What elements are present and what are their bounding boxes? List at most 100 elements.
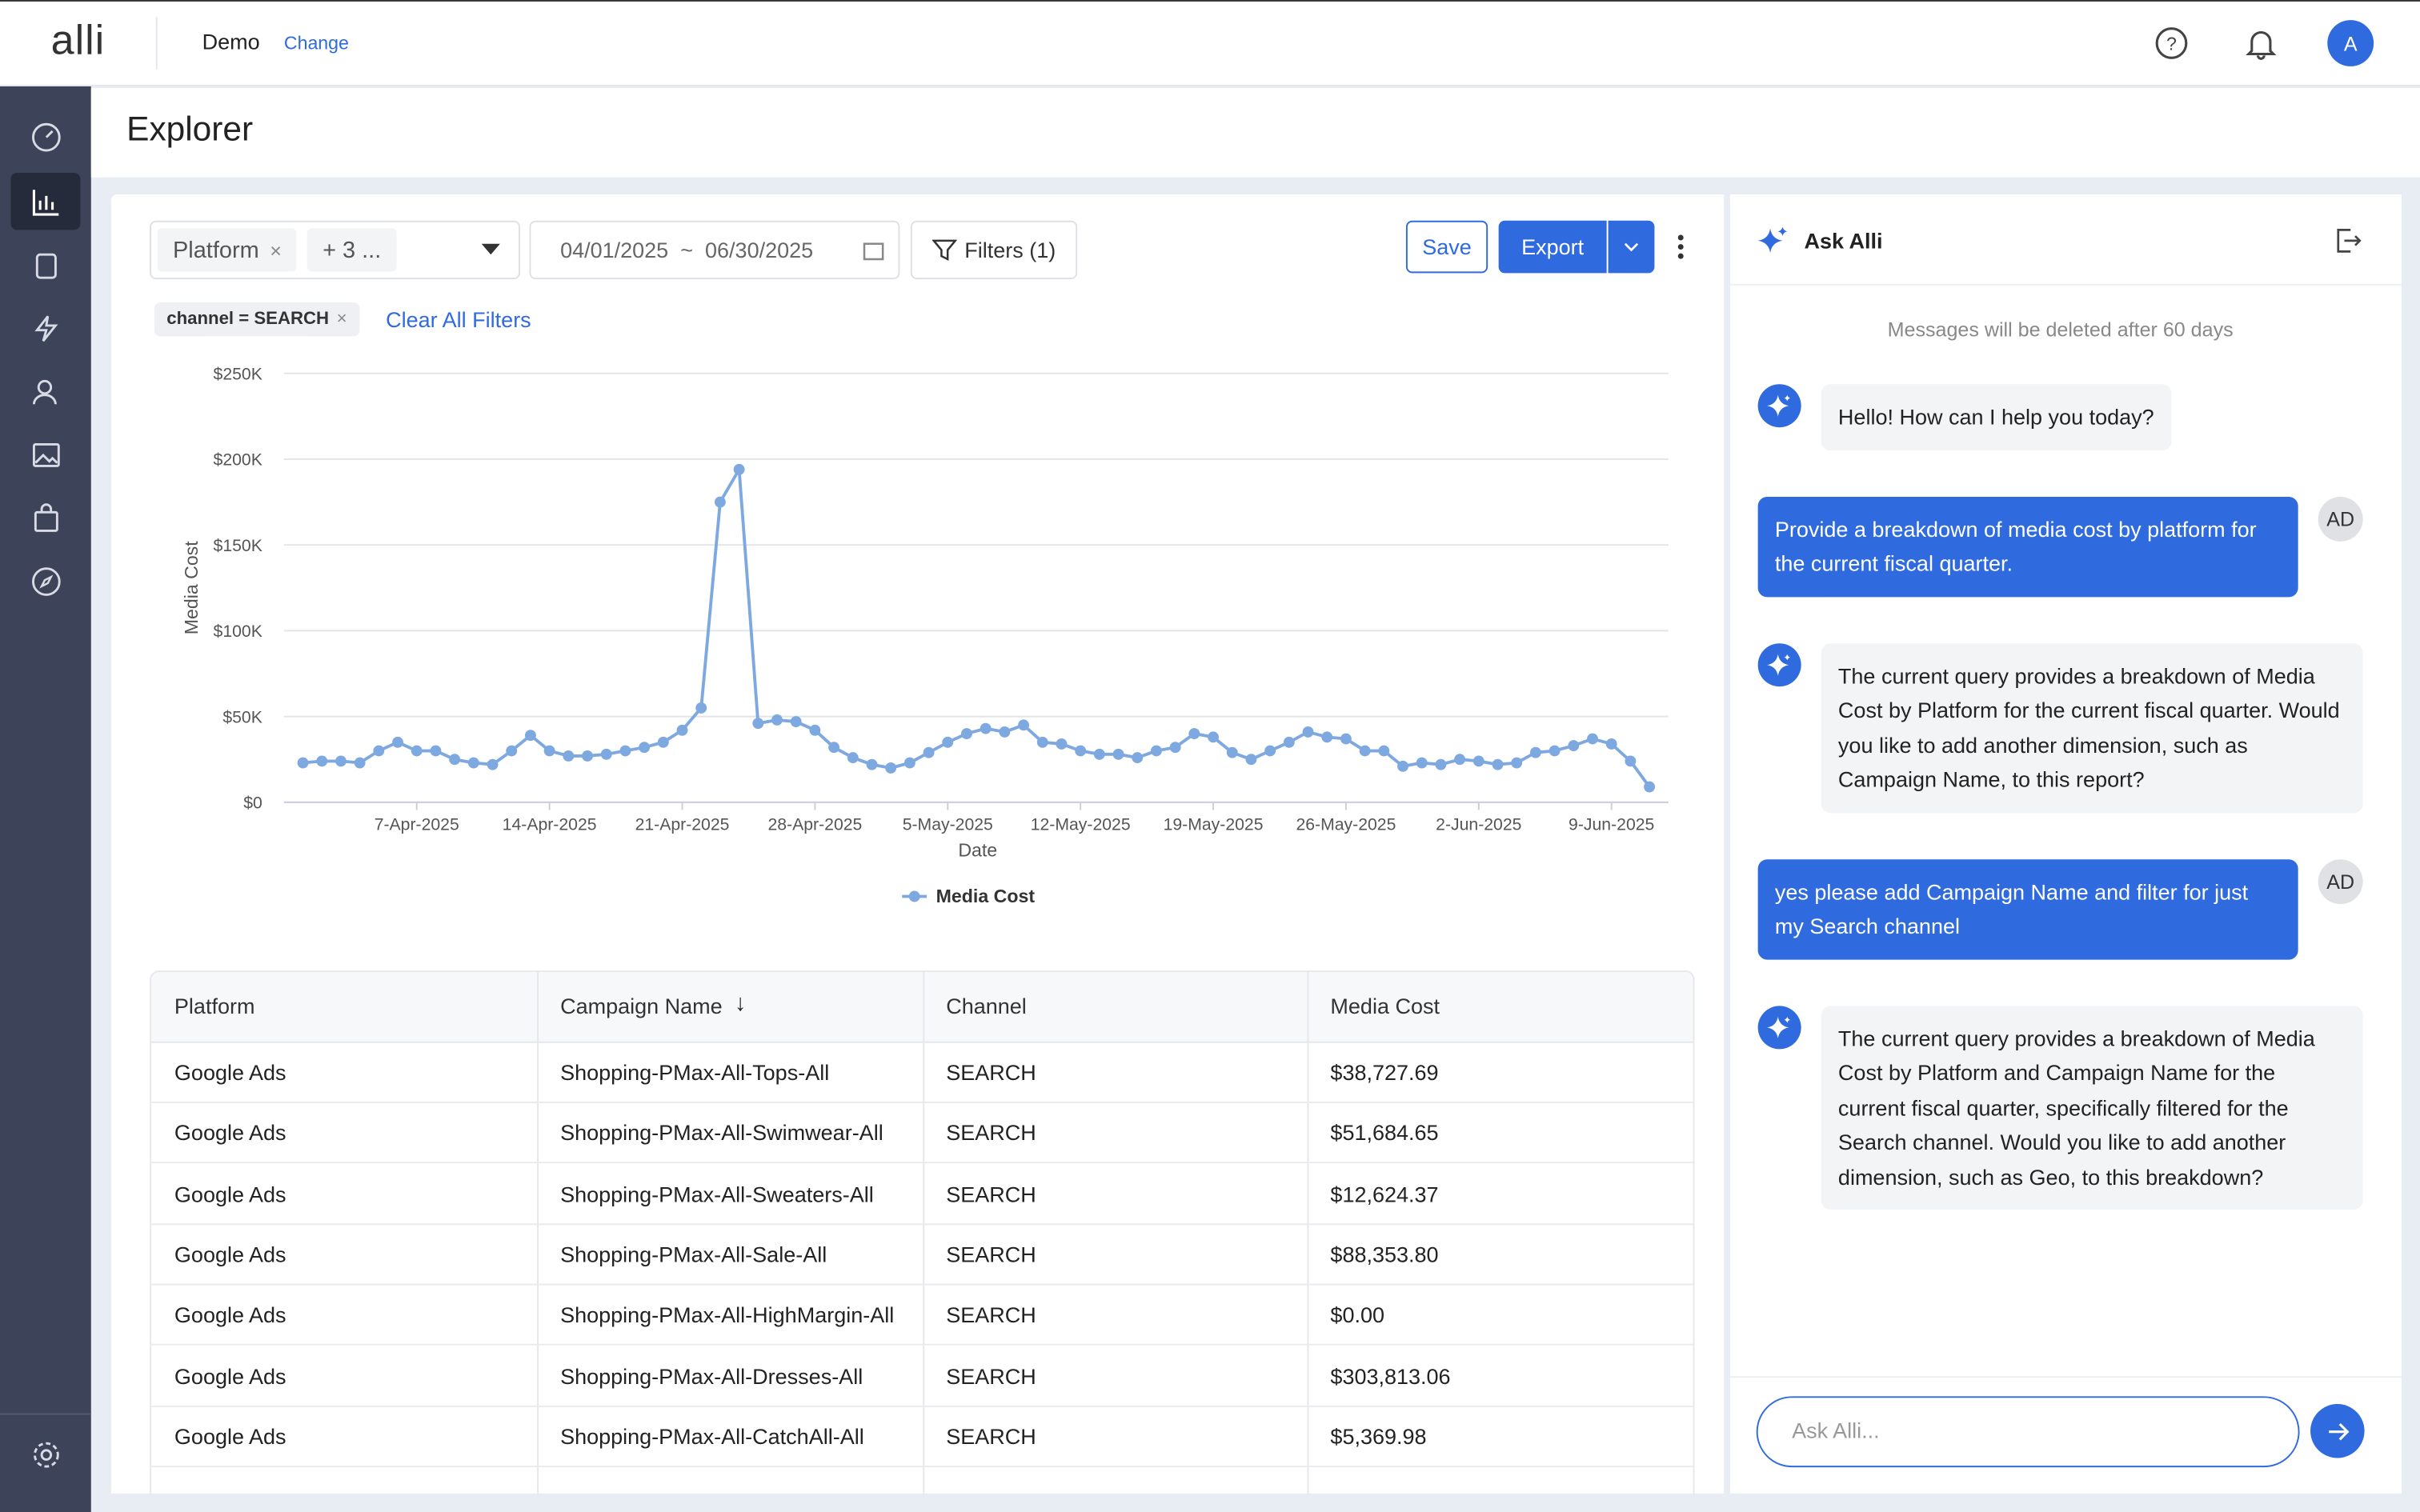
filters-button[interactable]: Filters (1)	[910, 220, 1078, 280]
help-icon[interactable]: ?	[2154, 26, 2188, 60]
clear-filters-link[interactable]: Clear All Filters	[386, 306, 531, 332]
divider	[1729, 1376, 2402, 1378]
more-menu[interactable]	[1674, 233, 1686, 261]
dimension-chip: Platform ×	[157, 228, 298, 272]
chat-notice: Messages will be deleted after 60 days	[1887, 318, 2234, 342]
table-cell: Google Ads	[174, 1181, 286, 1206]
table-cell: Google Ads	[174, 1302, 286, 1327]
assistant-message: The current query provides a breakdown o…	[1821, 642, 2363, 813]
table-cell: Google Ads	[174, 1120, 286, 1146]
user-message: Provide a breakdown of media cost by pla…	[1757, 496, 2298, 597]
row-divider	[150, 1465, 1693, 1467]
table-cell: SEARCH	[946, 1362, 1036, 1388]
nav-shopping[interactable]	[10, 489, 80, 546]
column-header[interactable]: Platform	[174, 993, 255, 1018]
assistant-message: The current query provides a breakdown o…	[1821, 1005, 2363, 1210]
table-cell: SEARCH	[946, 1120, 1036, 1146]
logo[interactable]: alli	[50, 17, 106, 64]
send-button[interactable]	[2310, 1403, 2365, 1458]
chat-title: Ask Alli	[1804, 228, 1883, 254]
row-divider	[150, 1283, 1693, 1286]
column-header[interactable]: Channel	[946, 993, 1027, 1018]
dimension-select[interactable]: Platform × + 3 ...	[150, 220, 520, 280]
table-cell: Shopping-PMax-All-Dresses-All	[560, 1362, 863, 1388]
table-cell: $5,369.98	[1330, 1423, 1427, 1449]
export-button[interactable]: Export	[1498, 220, 1607, 274]
message-row: yes please add Campaign Name and filter …	[1757, 858, 2363, 959]
nav-explorer[interactable]	[10, 172, 81, 230]
table-header: Platform Campaign Name ↓ Channel Media Cost	[150, 971, 1693, 1043]
page-title: Explorer	[126, 109, 254, 149]
filter-chip-label: channel = SEARCH	[166, 310, 330, 329]
remove-icon[interactable]: ×	[270, 238, 282, 262]
nav-audiences[interactable]	[10, 362, 80, 419]
divider	[155, 17, 158, 70]
table-cell: Shopping-PMax-All-Sale-All	[560, 1242, 827, 1267]
table-cell: $12,624.37	[1330, 1181, 1439, 1206]
table-cell: Shopping-PMax-All-CatchAll-All	[560, 1423, 864, 1449]
date-range[interactable]: 04/01/2025 ~ 06/30/2025	[529, 220, 900, 280]
bell-icon[interactable]	[2246, 26, 2277, 60]
row-divider	[150, 1344, 1693, 1346]
user-avatar[interactable]: A	[2327, 20, 2374, 66]
table-cell: SEARCH	[946, 1423, 1036, 1449]
message-row: Hello! How can I help you today?	[1757, 384, 2363, 450]
column-divider	[1307, 971, 1309, 1495]
sparkle-icon	[1757, 226, 1788, 254]
table-cell: Google Ads	[174, 1059, 286, 1085]
calendar-icon	[863, 242, 884, 261]
column-header[interactable]: Campaign Name	[560, 993, 723, 1018]
data-table: Platform Campaign Name ↓ Channel Media Cost G…	[150, 970, 1695, 1495]
nav-settings[interactable]	[10, 1426, 80, 1482]
nav-discover[interactable]	[10, 552, 80, 609]
table-cell: $88,353.80	[1330, 1242, 1439, 1267]
change-link[interactable]: Change	[283, 32, 349, 54]
sidebar	[0, 86, 91, 1512]
table-cell: Shopping-PMax-All-HighMargin-All	[560, 1302, 895, 1327]
user-avatar: AD	[2318, 858, 2363, 904]
column-header[interactable]: Media Cost	[1330, 993, 1440, 1018]
divider	[1729, 283, 2402, 286]
export-menu[interactable]	[1608, 220, 1655, 274]
table-cell: $303,813.06	[1330, 1362, 1451, 1388]
table-cell: Shopping-PMax-All-Tops-All	[560, 1059, 830, 1085]
svg-text:?: ?	[2166, 34, 2177, 54]
filters-label: Filters (1)	[964, 237, 1056, 262]
table-cell: Shopping-PMax-All-Swimwear-All	[560, 1120, 883, 1146]
user-avatar: AD	[2318, 496, 2363, 541]
chat-input[interactable]: Ask Alli...	[1756, 1396, 2300, 1468]
table-cell: Google Ads	[174, 1242, 286, 1267]
assistant-message: Hello! How can I help you today?	[1821, 384, 2171, 450]
nav-dashboard[interactable]	[10, 108, 80, 165]
remove-icon[interactable]: ×	[336, 310, 347, 329]
table-cell: Google Ads	[174, 1362, 286, 1388]
date-separator: ~	[680, 237, 694, 262]
close-chat-icon[interactable]	[2334, 226, 2362, 254]
more-dimensions: + 3 ...	[307, 228, 397, 272]
workspace-name: Demo	[202, 29, 260, 54]
dropdown-arrow	[481, 243, 500, 255]
filter-chip[interactable]: channel = SEARCH ×	[154, 302, 360, 337]
column-divider	[537, 971, 539, 1495]
table-cell: SEARCH	[946, 1302, 1036, 1327]
nav-reports[interactable]	[10, 236, 80, 293]
column-divider	[923, 971, 925, 1495]
assistant-avatar	[1757, 642, 1801, 686]
assistant-avatar	[1757, 1005, 1801, 1049]
page-header: Explorer	[90, 87, 2420, 178]
nav-creative[interactable]	[10, 426, 80, 482]
table-cell: Shopping-PMax-All-Sweaters-All	[560, 1181, 874, 1206]
divider	[0, 1413, 91, 1415]
message-row: Provide a breakdown of media cost by pla…	[1757, 496, 2363, 597]
nav-automation[interactable]	[10, 299, 80, 356]
save-button[interactable]: Save	[1405, 220, 1488, 274]
table-cell: $51,684.65	[1330, 1120, 1439, 1146]
top-bar: alli Demo Change ? A	[0, 0, 2420, 86]
message-row: The current query provides a breakdown o…	[1757, 1005, 2363, 1210]
assistant-avatar	[1757, 384, 1801, 428]
row-divider	[150, 1162, 1693, 1164]
table-cell: SEARCH	[946, 1059, 1036, 1085]
